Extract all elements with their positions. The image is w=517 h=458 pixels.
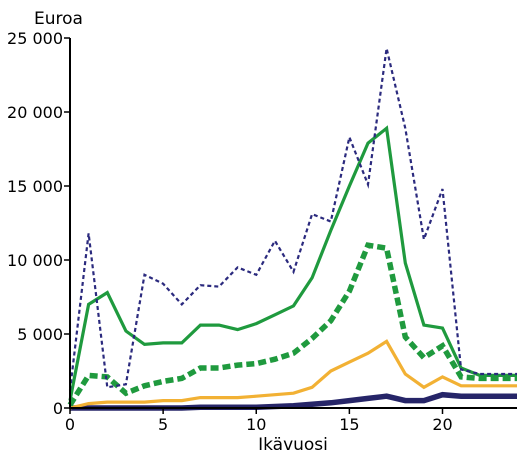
y-tick-label: 15 000 bbox=[7, 177, 63, 196]
y-tick-label: 5 000 bbox=[17, 325, 63, 344]
tick-layer: 0 5 000 10 000 15 000 20 000 25 000 0 5 10 15 20 bbox=[7, 29, 453, 434]
y-axis-title: Euroa bbox=[34, 9, 83, 29]
series-layer bbox=[67, 48, 517, 411]
x-tick-label: 15 bbox=[339, 415, 359, 434]
series-line-2 bbox=[68, 125, 517, 401]
x-tick-label: 5 bbox=[158, 415, 168, 434]
series-line-3 bbox=[67, 242, 517, 407]
x-tick-label: 10 bbox=[246, 415, 266, 434]
y-tick-label: 20 000 bbox=[7, 103, 63, 122]
series-line-4 bbox=[69, 339, 517, 410]
y-tick-label: 25 000 bbox=[7, 29, 63, 48]
x-tick-label: 0 bbox=[65, 415, 75, 434]
y-tick-label: 10 000 bbox=[7, 251, 63, 270]
series-line-1 bbox=[68, 48, 517, 391]
y-tick-label: 0 bbox=[53, 399, 63, 418]
x-axis-title: Ikävuosi bbox=[258, 435, 328, 455]
x-tick-label: 20 bbox=[432, 415, 452, 434]
